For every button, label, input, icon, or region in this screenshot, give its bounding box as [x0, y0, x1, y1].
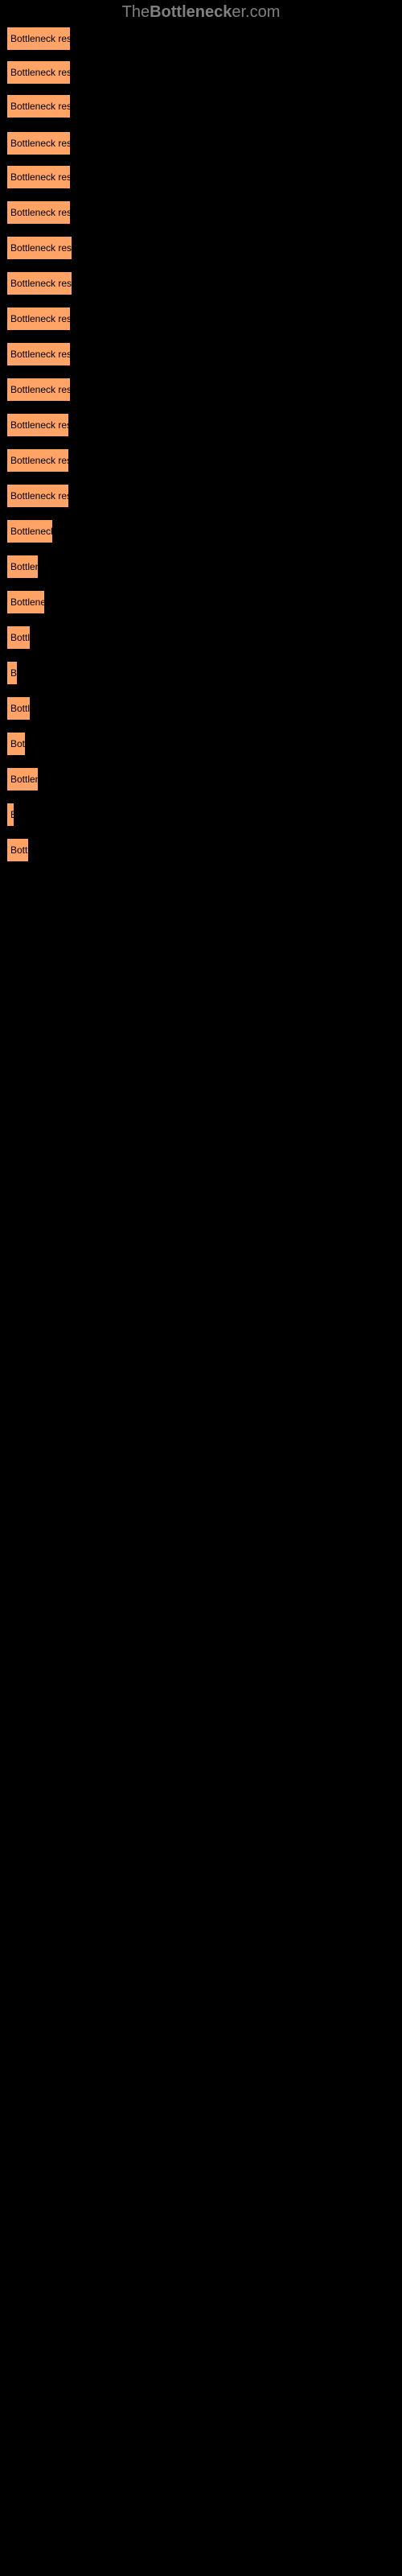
bar-row: Bottleneck result: [6, 413, 69, 437]
bar-row: Bottleneck result: [6, 767, 39, 791]
bar: Bottleneck result: [6, 342, 71, 366]
bar-row: Bottleneck result: [6, 131, 71, 155]
bar-row: Bottleneck result: [6, 484, 69, 508]
bar: Bottleneck result: [6, 413, 69, 437]
bar-row: Bottleneck result: [6, 27, 71, 51]
header-prefix: The: [122, 3, 150, 21]
bar-row: Bottleneck result: [6, 590, 45, 614]
header-bold: Bottleneck: [150, 3, 232, 21]
bar-row: Bottleneck result: [6, 661, 18, 685]
bar-row: Bottleneck result: [6, 271, 72, 295]
bar: Bottleneck result: [6, 590, 45, 614]
bar-row: Bottleneck result: [6, 307, 71, 331]
bar-row: Bottleneck result: [6, 448, 69, 473]
bar: Bottleneck result: [6, 732, 26, 756]
bar-row: Bottleneck result: [6, 342, 71, 366]
bar-row: Bottleneck result: [6, 60, 71, 85]
bar-row: Bottleneck result: [6, 378, 71, 402]
bar: Bottleneck result: [6, 378, 71, 402]
bar-row: Bottleneck result: [6, 625, 31, 650]
bar-row: Bottleneck result: [6, 732, 26, 756]
bar: Bottleneck result: [6, 484, 69, 508]
bar: Bottleneck result: [6, 767, 39, 791]
header-suffix: er.com: [232, 3, 280, 21]
bar: Bottleneck result: [6, 555, 39, 579]
bar: Bottleneck result: [6, 27, 71, 51]
bar: Bottleneck result: [6, 307, 71, 331]
bar: Bottleneck result: [6, 131, 71, 155]
bar-row: Bottleneck result: [6, 803, 14, 827]
bar: Bottleneck result: [6, 519, 53, 543]
bar-row: Bottleneck result: [6, 838, 29, 862]
bar-row: Bottleneck result: [6, 94, 71, 118]
bar: Bottleneck result: [6, 803, 14, 827]
bar-row: Bottleneck result: [6, 555, 39, 579]
bar-row: Bottleneck result: [6, 236, 72, 260]
chart-area: Bottleneck result Bottleneck result Bottle…: [0, 20, 402, 1107]
bar: Bottleneck result: [6, 661, 18, 685]
bar: Bottleneck result: [6, 165, 71, 189]
bar: Bottleneck result: [6, 625, 31, 650]
bar: Bottleneck result: [6, 448, 69, 473]
bar: Bottleneck result: [6, 60, 71, 85]
bar-row: Bottleneck result: [6, 200, 71, 225]
bar: Bottleneck result: [6, 200, 71, 225]
bar-row: Bottleneck result: [6, 165, 71, 189]
header-text: TheBottlenecker.com: [122, 3, 281, 21]
bar-row: Bottleneck result: [6, 519, 53, 543]
bar: Bottleneck result: [6, 271, 72, 295]
bar: Bottleneck result: [6, 696, 31, 720]
bar: Bottleneck result: [6, 838, 29, 862]
bar-row: Bottleneck result: [6, 696, 31, 720]
bar: Bottleneck result: [6, 94, 71, 118]
bar: Bottleneck result: [6, 236, 72, 260]
